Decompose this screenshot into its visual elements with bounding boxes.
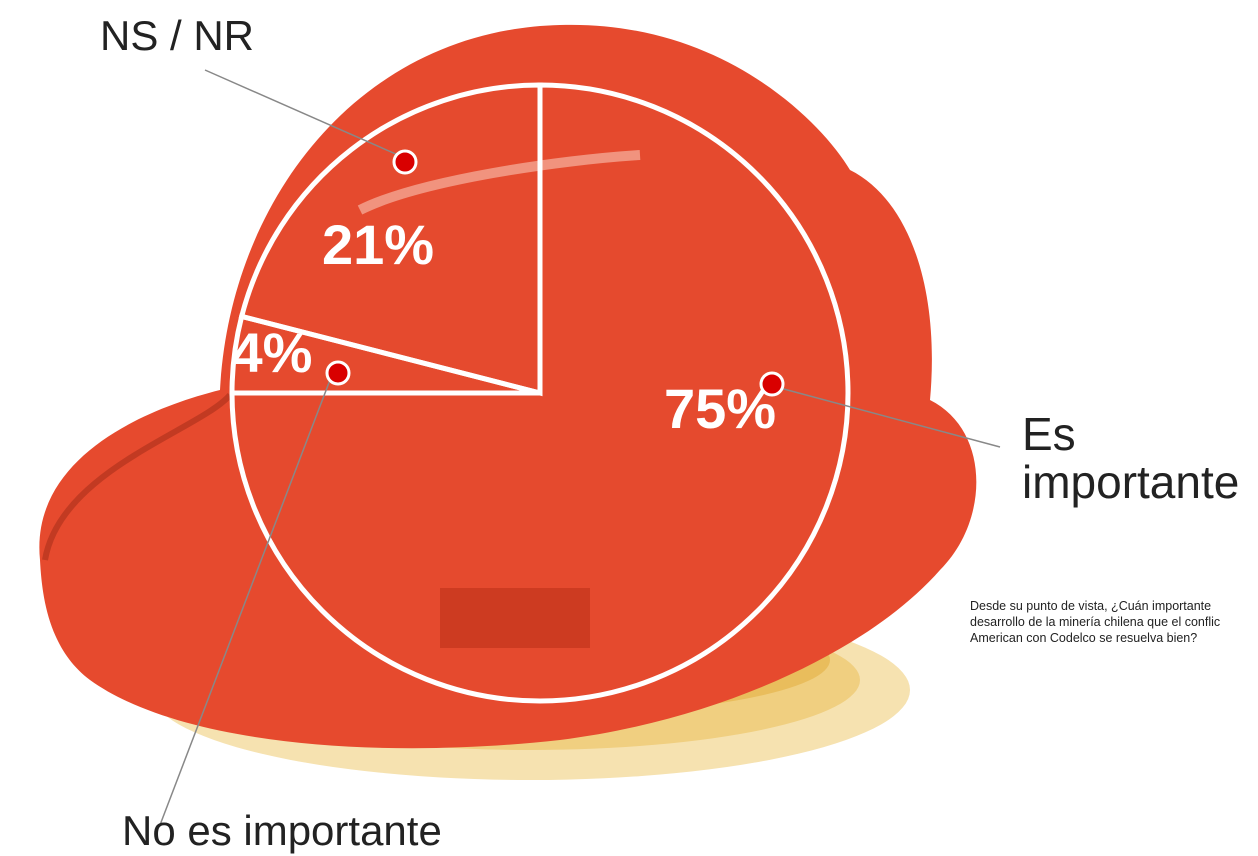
- note-line: American con Codelco se resuelva bien?: [970, 631, 1198, 645]
- category-label: NS / NR: [100, 12, 254, 59]
- value-label: 75%: [664, 377, 776, 440]
- marker-dot: [325, 360, 351, 386]
- note-line: Desde su punto de vista, ¿Cuán important…: [970, 599, 1212, 613]
- category-label: Es importante: [1022, 408, 1240, 508]
- pie-slice: [229, 82, 851, 704]
- pie: 75% 4%21%: [229, 82, 851, 704]
- note-line: desarrollo de la minería chilena que el …: [970, 615, 1221, 629]
- leader-line: [204, 69, 399, 156]
- value-label: 21%: [322, 213, 434, 276]
- pie-slice: [238, 82, 543, 397]
- marker-dot: [759, 371, 785, 397]
- leader-line: [159, 379, 331, 826]
- value-label: 4%: [232, 321, 313, 384]
- note: Desde su punto de vista, ¿Cuán important…: [970, 598, 1258, 646]
- marker-dot: [392, 149, 418, 175]
- leader-line: [779, 387, 1001, 448]
- category-label: No es importante: [122, 807, 442, 854]
